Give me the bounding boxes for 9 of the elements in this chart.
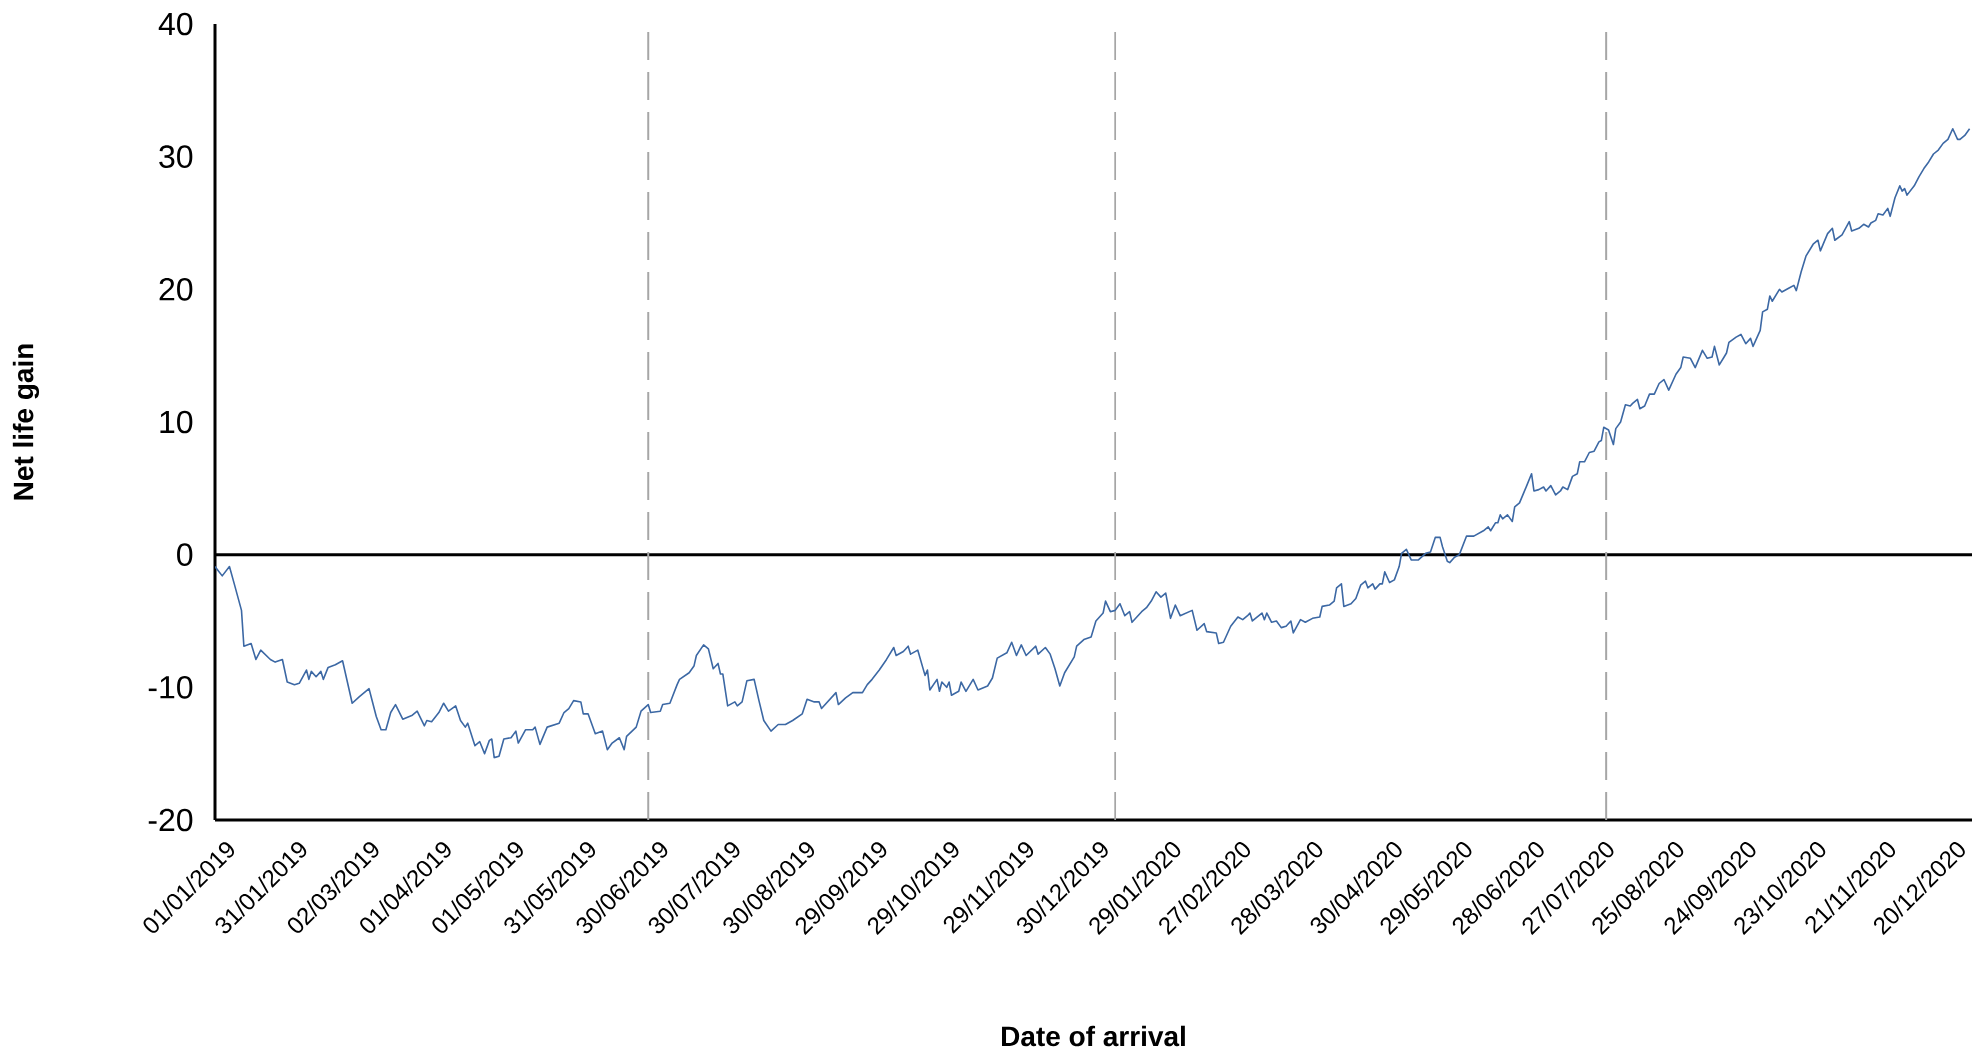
y-tick-label: 0 [177,543,193,566]
y-tick-label: 30 [159,145,193,168]
y-tick-label: 10 [160,410,193,434]
x-axis-title: Date of arrival [1002,1025,1185,1047]
y-tick-label: -10 [148,676,193,699]
y-tick-label: 20 [159,278,193,301]
y-axis-title: Net life gain [12,344,40,500]
y-tick-label: -20 [148,808,193,832]
y-tick-label: 40 [158,12,193,36]
